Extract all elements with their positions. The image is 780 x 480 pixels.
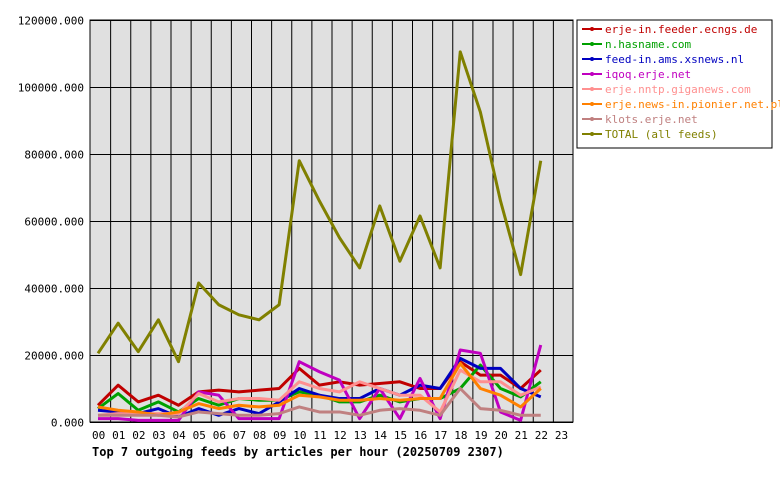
x-tick-label: 19 (474, 429, 487, 442)
x-tick-label: 21 (515, 429, 528, 442)
series-klots-erje-net (98, 387, 541, 419)
x-tick-label: 13 (354, 429, 367, 442)
legend-marker (590, 42, 594, 46)
x-tick-label: 11 (313, 429, 326, 442)
series-line (96, 360, 542, 407)
legend: erje-in.feeder.ecngs.de n.hasname.com feed… (576, 19, 780, 149)
y-tick-label: 100000.000 (18, 82, 84, 95)
legend-marker (590, 132, 594, 136)
legend-item: klots.erje.net (582, 113, 698, 126)
x-tick-label: 04 (173, 429, 187, 442)
series-line (97, 361, 542, 417)
legend-label: erje.news-in.pionier.net.pl (605, 98, 780, 111)
x-tick-label: 10 (293, 429, 306, 442)
y-tick-label: 20000.000 (24, 350, 84, 363)
legend-label: klots.erje.net (605, 113, 698, 126)
x-tick-label: 08 (253, 429, 266, 442)
legend-marker (590, 57, 594, 61)
legend-label: erje.nntp.giganews.com (605, 83, 751, 96)
x-tick-label: 20 (495, 429, 508, 442)
series-iqoq-erje-net (98, 344, 543, 422)
x-tick-label: 01 (112, 429, 125, 442)
legend-item: feed-in.ams.xsnews.nl (582, 53, 744, 66)
series-erje-news-in-pionier-net-pl (97, 361, 542, 417)
plot-area (89, 19, 574, 423)
legend-item: n.hasname.com (582, 38, 691, 51)
chart-title: Top 7 outgoing feeds by articles per hou… (92, 445, 504, 459)
x-tick-label: 18 (454, 429, 467, 442)
y-tick-label: 120000.000 (18, 15, 84, 28)
x-tick-label: 12 (334, 429, 347, 442)
x-tick-label: 14 (374, 429, 388, 442)
legend-item: erje.nntp.giganews.com (582, 83, 751, 96)
y-tick-label: 0.000 (51, 417, 84, 430)
legend-marker (590, 117, 594, 121)
x-tick-label: 00 (92, 429, 105, 442)
x-tick-label: 23 (555, 429, 568, 442)
x-tick-label: 05 (193, 429, 206, 442)
series-line (96, 50, 543, 364)
legend-label: feed-in.ams.xsnews.nl (605, 53, 744, 66)
legend-label: TOTAL (all feeds) (605, 128, 718, 141)
legend-item: iqoq.erje.net (582, 68, 691, 81)
legend-box (576, 19, 773, 149)
axes: 0.000 20000.000 40000.000 60000.000 80000.00… (18, 15, 568, 443)
x-tick-label: 15 (394, 429, 407, 442)
series-layer (96, 50, 543, 422)
legend-marker (590, 102, 594, 106)
legend-label: n.hasname.com (605, 38, 691, 51)
legend-label: erje-in.feeder.ecngs.de (605, 23, 757, 36)
legend-item: erje-in.feeder.ecngs.de (582, 23, 757, 36)
legend-item: TOTAL (all feeds) (582, 128, 718, 141)
x-tick-label: 17 (434, 429, 447, 442)
legend-label: iqoq.erje.net (605, 68, 691, 81)
x-tick-label: 03 (152, 429, 165, 442)
legend-marker (590, 87, 594, 91)
x-tick-label: 16 (414, 429, 427, 442)
series-erje-in-feeder-ecngs-de (96, 360, 542, 407)
legend-item: erje.news-in.pionier.net.pl (582, 98, 780, 111)
series-line (98, 387, 541, 419)
x-tick-label: 22 (535, 429, 548, 442)
legend-marker (590, 27, 594, 31)
x-tick-label: 09 (273, 429, 286, 442)
x-tick-label: 06 (213, 429, 226, 442)
series-line (98, 344, 543, 422)
x-tick-label: 07 (233, 429, 246, 442)
x-tick-label: 02 (132, 429, 145, 442)
legend-marker (590, 72, 594, 76)
series-total-all-feeds- (96, 50, 543, 364)
y-tick-label: 80000.000 (24, 149, 84, 162)
y-tick-label: 60000.000 (24, 216, 84, 229)
y-tick-label: 40000.000 (24, 283, 84, 296)
